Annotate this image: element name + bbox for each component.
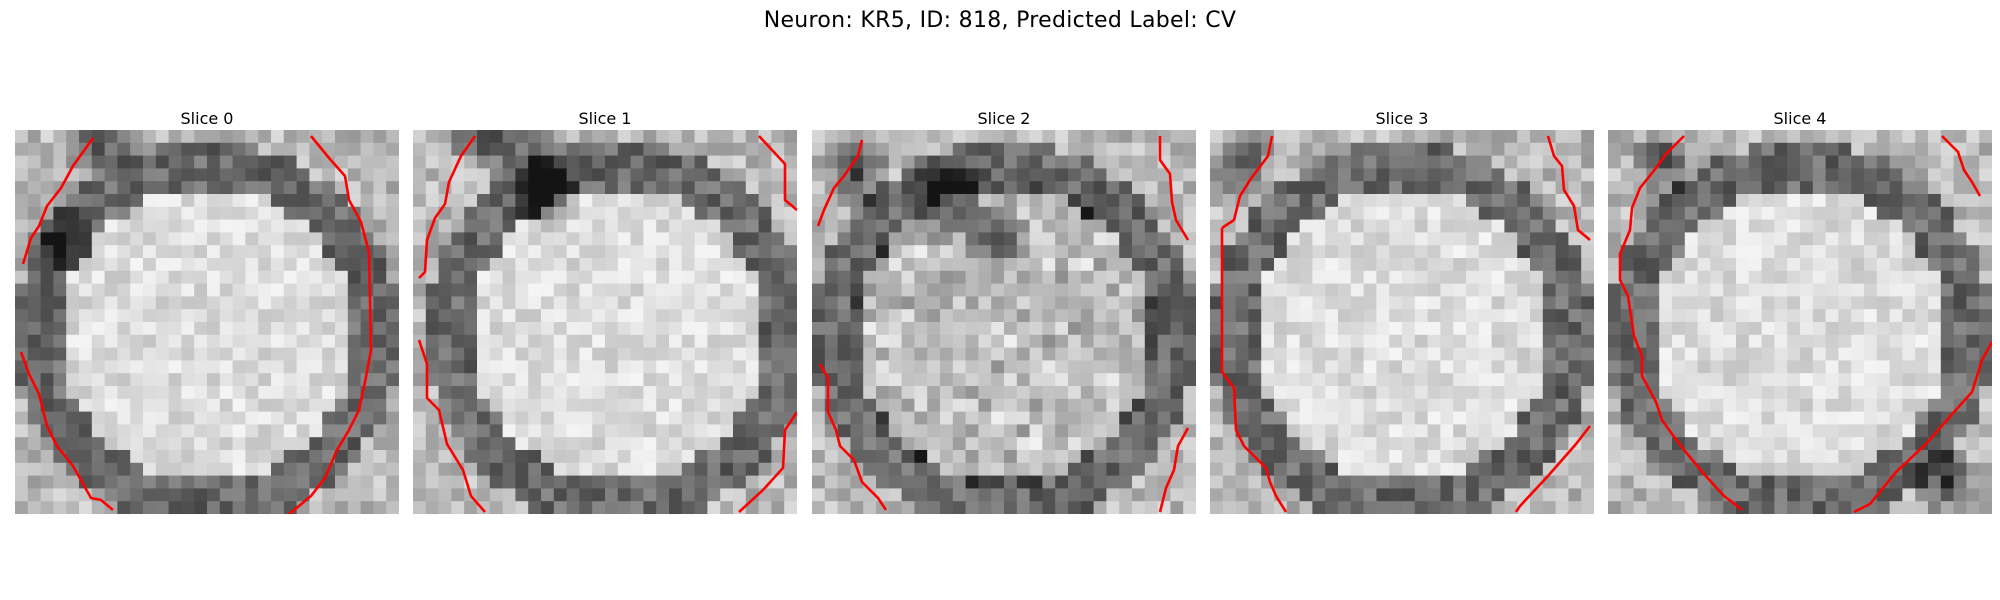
- slice-title-3: Slice 3: [1210, 108, 1594, 130]
- figure-title: Neuron: KR5, ID: 818, Predicted Label: C…: [0, 8, 2000, 33]
- slice-image-2: [812, 130, 1196, 514]
- slice-image-3: [1210, 130, 1594, 514]
- slice-title-1: Slice 1: [413, 108, 797, 130]
- slice-panel-4: Slice 4: [1608, 108, 1992, 514]
- slice-image-4: [1608, 130, 1992, 514]
- slice-title-4: Slice 4: [1608, 108, 1992, 130]
- slice-image-1: [413, 130, 797, 514]
- slice-image-0: [15, 130, 399, 514]
- slice-panel-2: Slice 2: [812, 108, 1196, 514]
- slice-panel-3: Slice 3: [1210, 108, 1594, 514]
- slice-panel-1: Slice 1: [413, 108, 797, 514]
- slice-title-2: Slice 2: [812, 108, 1196, 130]
- slice-title-0: Slice 0: [15, 108, 399, 130]
- slice-panel-0: Slice 0: [15, 108, 399, 514]
